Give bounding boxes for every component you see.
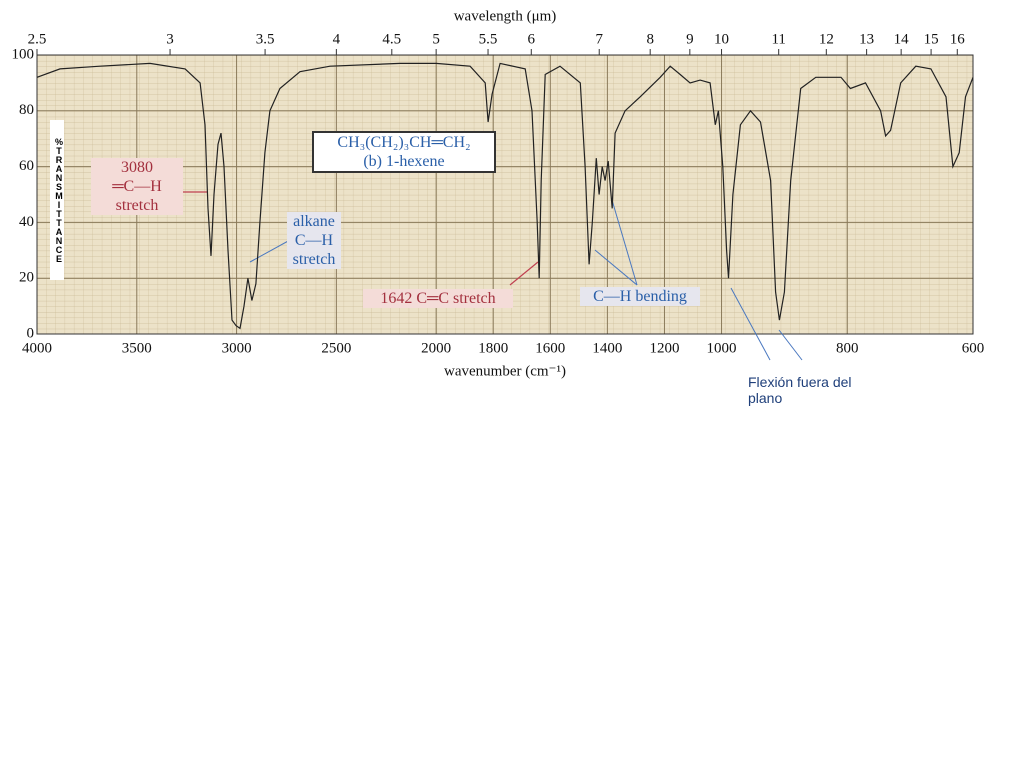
- annotation-line: 1642 C═C stretch: [380, 290, 496, 307]
- annotation: 1642 C═C stretch: [363, 289, 513, 308]
- annotation-line: stretch: [115, 197, 159, 214]
- annotation: 3080 ═C—H stretch: [91, 158, 183, 215]
- x2-tick-label: 12: [819, 31, 834, 47]
- y-tick-label: 60: [19, 158, 34, 174]
- x2-tick-label: 15: [924, 31, 939, 47]
- annotation-line: C—H: [294, 232, 334, 249]
- annotation-line: ═C—H: [112, 178, 162, 195]
- x2-tick-label: 2.5: [28, 31, 47, 47]
- x-tick-label: 1400: [592, 340, 622, 356]
- x2-tick-label: 14: [894, 31, 910, 47]
- x-tick-label: 3000: [222, 340, 252, 356]
- y-tick-label: 100: [12, 46, 35, 62]
- spectrum: [36, 62, 974, 330]
- pointers-red: [183, 191, 539, 286]
- x-tick-label: 1000: [707, 340, 737, 356]
- y-tick-label: 20: [19, 270, 34, 286]
- annotation: CH₃(CH₂)₃CH═CH₂ (b) 1-hexene: [312, 131, 496, 173]
- x2-tick-label: 4: [333, 31, 341, 47]
- x2-tick-label: 7: [595, 31, 603, 47]
- x2-tick-label: 5: [432, 31, 440, 47]
- annotation: C—H bending: [580, 287, 700, 306]
- y-tick-label: 40: [19, 214, 34, 230]
- x2-tick-label: 16: [950, 31, 966, 47]
- annotation: Flexión fuera del plano: [748, 374, 873, 406]
- y-tick-label: 0: [27, 325, 35, 341]
- x2-tick-label: 4.5: [382, 31, 401, 47]
- annotation-line: C—H bending: [593, 288, 687, 305]
- x-tick-label: 1200: [649, 340, 679, 356]
- annotation: alkane C—H stretch: [287, 212, 341, 269]
- x2-tick-label: 3: [166, 31, 174, 47]
- annotation-line: (b) 1-hexene: [363, 153, 445, 170]
- x-tick-label: 2000: [421, 340, 451, 356]
- x-tick-label: 1800: [478, 340, 508, 356]
- minor-grid: [37, 55, 973, 334]
- x2-tick-label: 10: [714, 31, 729, 47]
- y-tick-label: 80: [19, 102, 34, 118]
- x2-tick-label: 6: [528, 31, 536, 47]
- x2-tick-label: 13: [859, 31, 874, 47]
- x2-label: wavelength (μm): [454, 8, 557, 24]
- plot-frame: [36, 54, 974, 335]
- y-label: %TRANSMITTANCE: [50, 120, 64, 280]
- x2-tick-label: 8: [646, 31, 654, 47]
- x2-tick-label: 3.5: [256, 31, 275, 47]
- x-tick-label: 600: [962, 340, 985, 356]
- annotation-line: 3080: [121, 159, 153, 176]
- x-label: wavenumber (cm⁻¹): [444, 363, 566, 379]
- x-tick-label: 800: [836, 340, 859, 356]
- x-tick-label: 1600: [535, 340, 565, 356]
- x2-tick-label: 9: [686, 31, 694, 47]
- annotation-line: stretch: [292, 251, 336, 268]
- pointers-blue: [249, 199, 803, 361]
- x2-tick-label: 11: [771, 31, 785, 47]
- x-tick-label: 3500: [122, 340, 152, 356]
- x-tick-label: 4000: [22, 340, 52, 356]
- annotation-line: Flexión fuera del plano: [748, 374, 852, 406]
- annotation-line: alkane: [293, 213, 335, 230]
- x-tick-label: 2500: [321, 340, 351, 356]
- annotation-line: CH₃(CH₂)₃CH═CH₂: [337, 134, 471, 151]
- x2-tick-label: 5.5: [479, 31, 498, 47]
